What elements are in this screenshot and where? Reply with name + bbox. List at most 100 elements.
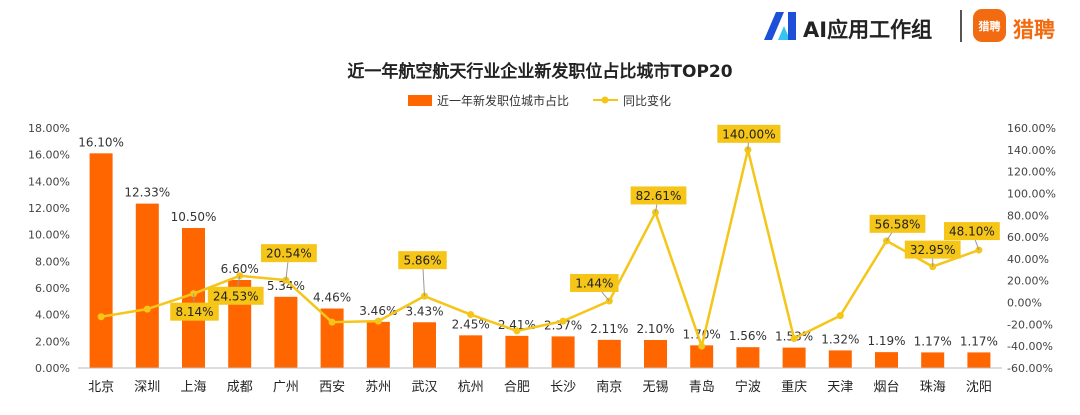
callout-box xyxy=(207,286,264,305)
right-tick-label: -60.00% xyxy=(1007,362,1053,375)
callout-box xyxy=(869,214,926,233)
bar-value-label: 3.43% xyxy=(405,304,443,318)
category-label: 宁波 xyxy=(735,379,761,395)
bar-value-label: 4.46% xyxy=(313,291,351,305)
right-tick-label: -20.00% xyxy=(1007,318,1053,331)
yoy-point xyxy=(97,313,105,321)
category-label: 长沙 xyxy=(550,380,576,395)
bar xyxy=(274,296,298,368)
category-label: 成都 xyxy=(227,380,253,395)
yoy-point xyxy=(836,312,844,320)
bar-value-label: 1.32% xyxy=(821,332,859,346)
legend-marker-line xyxy=(601,96,609,104)
callout-box xyxy=(261,244,317,263)
callout-box xyxy=(944,222,1000,241)
bar-value-label: 3.46% xyxy=(359,304,397,318)
chart-title: 近一年航空航天行业企业新发职位占比城市TOP20 xyxy=(347,61,732,82)
bar-value-label: 12.33% xyxy=(124,186,170,200)
category-label: 青岛 xyxy=(689,379,715,395)
right-tick-label: 60.00% xyxy=(1007,231,1049,244)
category-label: 无锡 xyxy=(642,380,668,395)
left-tick-label: 4.00% xyxy=(35,309,70,322)
category-label: 广州 xyxy=(273,380,299,395)
callout-label: 140.00% xyxy=(722,127,775,141)
bar xyxy=(366,321,390,368)
right-tick-label: -40.00% xyxy=(1007,340,1053,353)
bar xyxy=(736,347,760,368)
callout-box xyxy=(398,251,447,270)
bar xyxy=(921,352,945,368)
ai-group-name: AI应用工作组 xyxy=(803,18,933,42)
liepin-name: 猎聘 xyxy=(1013,18,1055,42)
right-tick-label: 20.00% xyxy=(1007,275,1049,288)
x-axis: 北京 深圳 上海 成都 广州 西安 苏州 武汉 杭州 合肥 长沙 南京 无锡 青岛 宁波 重庆 天津 烟台 珠海 沈阳 xyxy=(78,367,1002,395)
category-label: 烟台 xyxy=(873,380,899,395)
legend-label-line: 同比变化 xyxy=(623,93,671,108)
bar-value-label: 2.10% xyxy=(636,322,674,336)
right-tick-label: 100.00% xyxy=(1007,187,1056,200)
callout-label: 20.54% xyxy=(266,247,312,261)
category-label: 北京 xyxy=(88,380,114,395)
left-axis: 0.00% 2.00% 4.00% 6.00% 8.00% 10.00% 12.00% 14.… xyxy=(28,122,70,375)
callout-label: 5.86% xyxy=(403,254,441,268)
bar-value-label: 16.10% xyxy=(78,135,124,149)
left-tick-label: 0.00% xyxy=(35,362,70,375)
left-tick-label: 6.00% xyxy=(35,282,70,295)
category-label: 珠海 xyxy=(920,380,946,395)
callout-label: 32.95% xyxy=(910,243,956,257)
legend-label-bar: 近一年新发职位城市占比 xyxy=(437,93,569,108)
callout-label: 48.10% xyxy=(949,225,995,239)
bar xyxy=(967,352,991,368)
brand-header: AI应用工作组 猎聘 猎聘 xyxy=(760,6,1070,46)
yoy-point xyxy=(513,327,521,335)
bar xyxy=(459,335,483,368)
right-tick-label: 120.00% xyxy=(1007,166,1056,179)
category-label: 西安 xyxy=(319,380,345,395)
yoy-point xyxy=(559,317,567,325)
category-label: 天津 xyxy=(827,380,853,395)
category-label: 南京 xyxy=(596,379,622,395)
bar-series: 16.10%12.33%10.50%6.60%5.34%4.46%3.46% 3.… xyxy=(78,135,998,368)
bar xyxy=(89,153,113,368)
category-label: 深圳 xyxy=(134,380,160,395)
callout-label: 82.61% xyxy=(636,189,682,203)
left-tick-label: 10.00% xyxy=(28,229,70,242)
callout-box xyxy=(630,186,687,205)
ai-logo-icon xyxy=(764,12,796,40)
liepin-logo-icon-text: 猎聘 xyxy=(978,20,1001,33)
yoy-line xyxy=(100,148,980,348)
yoy-point xyxy=(698,342,706,350)
bar xyxy=(875,352,898,368)
callout-box xyxy=(570,273,619,292)
bar-value-label: 1.17% xyxy=(960,334,998,348)
bar-value-label: 1.56% xyxy=(729,329,767,343)
legend: 近一年新发职位城市占比 同比变化 xyxy=(408,93,671,108)
callout-label: 56.58% xyxy=(875,217,921,231)
bar xyxy=(135,203,159,368)
category-label: 杭州 xyxy=(458,380,484,395)
category-label: 苏州 xyxy=(365,379,391,395)
yoy-point xyxy=(328,318,336,326)
yoy-point xyxy=(143,305,151,313)
bar xyxy=(597,339,621,368)
yoy-point xyxy=(790,335,798,343)
bar xyxy=(551,336,575,368)
bar-value-label: 6.60% xyxy=(221,262,259,276)
right-tick-label: 40.00% xyxy=(1007,253,1049,266)
liepin-logo-icon: 猎聘 xyxy=(973,9,1006,42)
right-axis: -60.00% -40.00% -20.00% 0.00% 20.00% 40.00% 60… xyxy=(1007,122,1056,375)
bar-value-label: 1.19% xyxy=(867,334,905,348)
bar xyxy=(782,347,806,368)
left-tick-label: 12.00% xyxy=(28,202,70,215)
left-tick-label: 2.00% xyxy=(35,335,70,348)
left-tick-label: 16.00% xyxy=(28,149,70,162)
callout-label: 1.44% xyxy=(575,276,613,290)
bar-value-label: 2.45% xyxy=(452,317,490,331)
bar xyxy=(644,340,667,368)
line-series: 8.14%24.53% 20.54% 5.86% 1.44% 82.61% 140.00%… xyxy=(97,124,1000,350)
callout-box xyxy=(717,124,781,143)
right-tick-label: 80.00% xyxy=(1007,209,1049,222)
category-label: 合肥 xyxy=(504,380,530,395)
bar-value-label: 1.70% xyxy=(683,327,721,341)
